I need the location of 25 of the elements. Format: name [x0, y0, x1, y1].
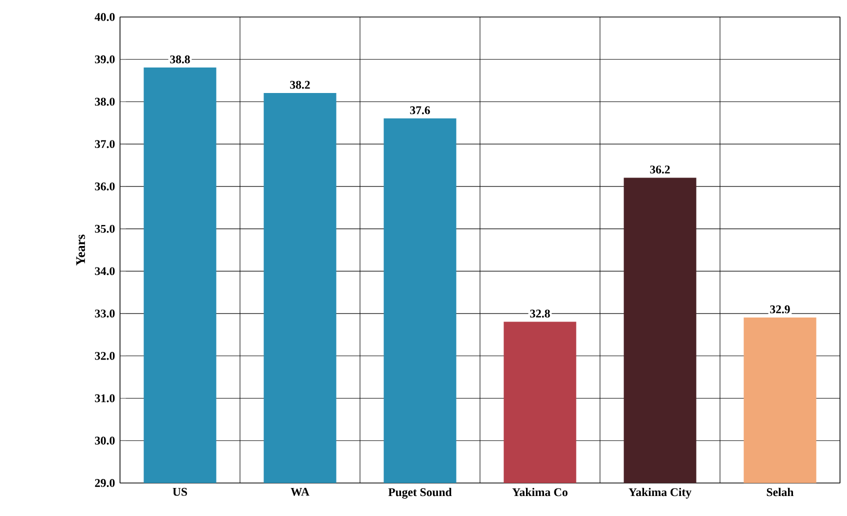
y-tick-label: 40.0: [94, 13, 115, 21]
y-tick-label: 30.0: [94, 436, 115, 445]
y-tick-label: 34.0: [94, 267, 115, 276]
y-tick-label: 37.0: [94, 140, 115, 148]
data-label: 38.8: [170, 55, 190, 64]
data-label: 32.8: [530, 310, 550, 318]
y-tick-label: 31.0: [94, 394, 115, 402]
y-tick-label: 35.0: [94, 224, 115, 233]
x-tick-label: Selah: [766, 488, 794, 496]
data-label: 37.6: [410, 106, 430, 114]
y-tick-label: 33.0: [94, 310, 115, 318]
y-tick-label: 32.0: [94, 352, 115, 360]
data-label: 38.2: [290, 80, 310, 89]
y-tick-label: 29.0: [95, 479, 115, 487]
data-label: 36.2: [650, 166, 670, 174]
y-tick-label: 38.0: [94, 98, 115, 106]
y-tick-label: 39.0: [94, 55, 115, 64]
x-tick-label: Yakima Co: [512, 488, 568, 496]
y-tick-label: 36.0: [94, 182, 115, 190]
x-tick-label: Yakima City: [628, 488, 692, 499]
x-tick-label: US: [172, 488, 188, 496]
x-tick-label: WA: [290, 488, 310, 496]
y-axis-title: Years: [76, 234, 86, 266]
data-label: 32.9: [770, 305, 790, 314]
x-tick-label: Puget Sound: [388, 488, 452, 499]
